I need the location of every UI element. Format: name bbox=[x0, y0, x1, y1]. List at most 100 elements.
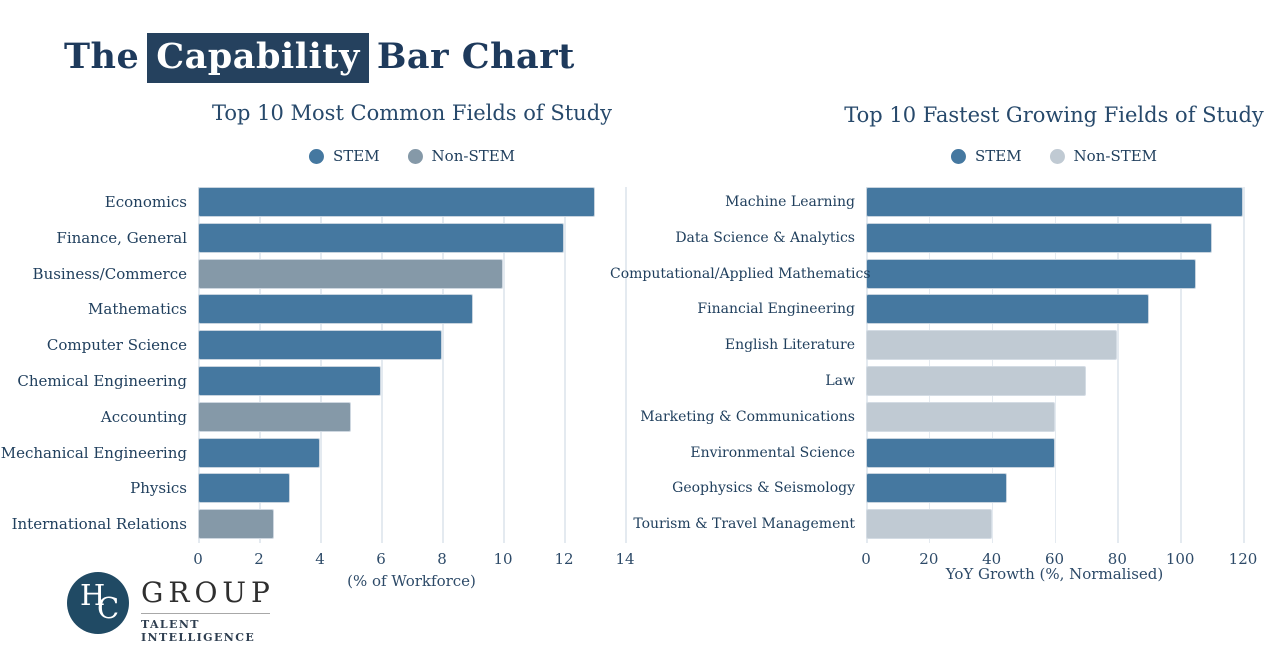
x-tick-label: 0 bbox=[193, 550, 203, 568]
category-label: English Literature bbox=[724, 337, 855, 353]
category-label: Chemical Engineering bbox=[17, 372, 187, 390]
category-label: Mechanical Engineering bbox=[0, 444, 187, 462]
x-axis-label: YoY Growth (%, Normalised) bbox=[945, 565, 1164, 583]
gridline bbox=[564, 187, 566, 543]
x-tick-label: 40 bbox=[982, 550, 1002, 568]
category-label: Physics bbox=[130, 479, 187, 497]
category-label: Machine Learning bbox=[725, 194, 855, 210]
gridline bbox=[1243, 187, 1245, 543]
chart-bar bbox=[866, 223, 1212, 253]
gridline bbox=[1054, 187, 1056, 543]
x-tick-label: 6 bbox=[376, 550, 386, 568]
category-label: Mathematics bbox=[88, 300, 187, 318]
chart-title: Top 10 Fastest Growing Fields of Study bbox=[844, 103, 1264, 127]
gridline bbox=[928, 187, 931, 543]
category-label: Marketing & Communications bbox=[640, 409, 855, 425]
chart-bar bbox=[198, 259, 503, 289]
category-label: Environmental Science bbox=[690, 445, 855, 461]
legend-label: Non-STEM bbox=[1073, 147, 1158, 165]
chart-bar bbox=[866, 402, 1055, 432]
category-label: Geophysics & Seismology bbox=[672, 480, 855, 496]
category-label: Computer Science bbox=[46, 336, 187, 354]
plot-area: Economics Finance, General Business/Commer… bbox=[1, 187, 627, 543]
legend-item-non-stem: Non-STEM bbox=[407, 147, 516, 165]
page-title-pre: The bbox=[64, 36, 140, 77]
category-label: Business/Commerce bbox=[32, 265, 187, 283]
x-axis-label: (% of Workforce) bbox=[347, 572, 476, 590]
logo-monogram-h: H bbox=[80, 578, 106, 612]
legend: STEM Non-STEM bbox=[950, 147, 1158, 165]
legend-label: STEM bbox=[332, 147, 380, 165]
gridline bbox=[1180, 187, 1182, 543]
legend-label: Non-STEM bbox=[431, 147, 516, 165]
x-tick-label: 2 bbox=[254, 550, 264, 568]
category-label: Economics bbox=[104, 193, 187, 211]
category-label: Data Science & Analytics bbox=[675, 230, 855, 246]
chart-bar bbox=[198, 223, 564, 253]
chart-bar bbox=[866, 259, 1196, 289]
category-label: Computational/Applied Mathematics bbox=[610, 266, 871, 282]
x-tick-label: 100 bbox=[1165, 550, 1195, 568]
chart-bar bbox=[866, 509, 992, 539]
gridline bbox=[259, 187, 261, 543]
chart-title: Top 10 Most Common Fields of Study bbox=[211, 101, 613, 125]
chart-bar bbox=[866, 366, 1086, 396]
logo-monogram-c: C bbox=[97, 591, 120, 625]
gridline bbox=[381, 187, 383, 543]
legend: STEM Non-STEM bbox=[308, 147, 516, 165]
logo-tagline: TALENT INTELLIGENCE bbox=[141, 618, 256, 644]
x-tick-label: 80 bbox=[1107, 550, 1127, 568]
chart-bar bbox=[198, 402, 351, 432]
chart-bar bbox=[866, 438, 1055, 468]
chart-bar bbox=[866, 294, 1149, 324]
title-highlight: Capability bbox=[147, 33, 369, 83]
x-tick-label: 60 bbox=[1044, 550, 1065, 568]
page-title: The Capability Bar Chart bbox=[64, 33, 575, 83]
category-label: Financial Engineering bbox=[697, 301, 855, 317]
chart-most-common-fields: Top 10 Most Common Fields of Study STEM N… bbox=[0, 95, 660, 625]
legend-item-stem: STEM bbox=[950, 147, 1022, 165]
chart-bar bbox=[866, 473, 1008, 503]
chart-fastest-growing-fields: Top 10 Fastest Growing Fields of Study S… bbox=[610, 95, 1280, 625]
gridline bbox=[866, 187, 868, 543]
x-tick-label: 4 bbox=[315, 550, 325, 568]
legend-item-non-stem: Non-STEM bbox=[1049, 147, 1158, 165]
chart-bar bbox=[198, 187, 595, 217]
x-tick-label: 0 bbox=[861, 550, 871, 568]
legend-dot-non-stem bbox=[407, 148, 423, 164]
chart-bar bbox=[198, 438, 320, 468]
category-label: Finance, General bbox=[56, 229, 187, 247]
legend-dot-stem bbox=[950, 148, 966, 164]
legend-item-stem: STEM bbox=[308, 147, 380, 165]
gridline bbox=[991, 187, 994, 543]
category-label: Tourism & Travel Management bbox=[633, 516, 855, 532]
chart-bar bbox=[198, 366, 381, 396]
logo-divider bbox=[141, 613, 270, 614]
category-label: Law bbox=[825, 373, 855, 389]
gridline bbox=[442, 187, 444, 543]
legend-dot-non-stem bbox=[1049, 148, 1065, 164]
chart-bar bbox=[198, 509, 275, 539]
category-label: International Relations bbox=[11, 515, 187, 533]
x-tick-label: 10 bbox=[493, 550, 513, 568]
chart-bar bbox=[198, 330, 442, 360]
chart-bar bbox=[198, 473, 290, 503]
legend-dot-stem bbox=[308, 148, 324, 164]
chart-bar bbox=[866, 330, 1118, 360]
x-tick-label: 120 bbox=[1228, 550, 1258, 568]
x-tick-label: 20 bbox=[919, 550, 939, 568]
x-tick-label: 12 bbox=[554, 550, 574, 568]
legend-label: STEM bbox=[974, 147, 1022, 165]
x-tick-label: 8 bbox=[437, 550, 447, 568]
gridline bbox=[198, 187, 200, 543]
gridline bbox=[625, 187, 627, 543]
chart-bar bbox=[198, 294, 473, 324]
gridline bbox=[1117, 187, 1119, 543]
gridline bbox=[320, 187, 322, 543]
plot-area: Machine Learning Data Science & Analytics… bbox=[610, 187, 1245, 543]
logo-name: GROUP bbox=[141, 576, 275, 609]
category-label: Accounting bbox=[100, 408, 187, 426]
page-title-post: Bar Chart bbox=[376, 36, 575, 77]
